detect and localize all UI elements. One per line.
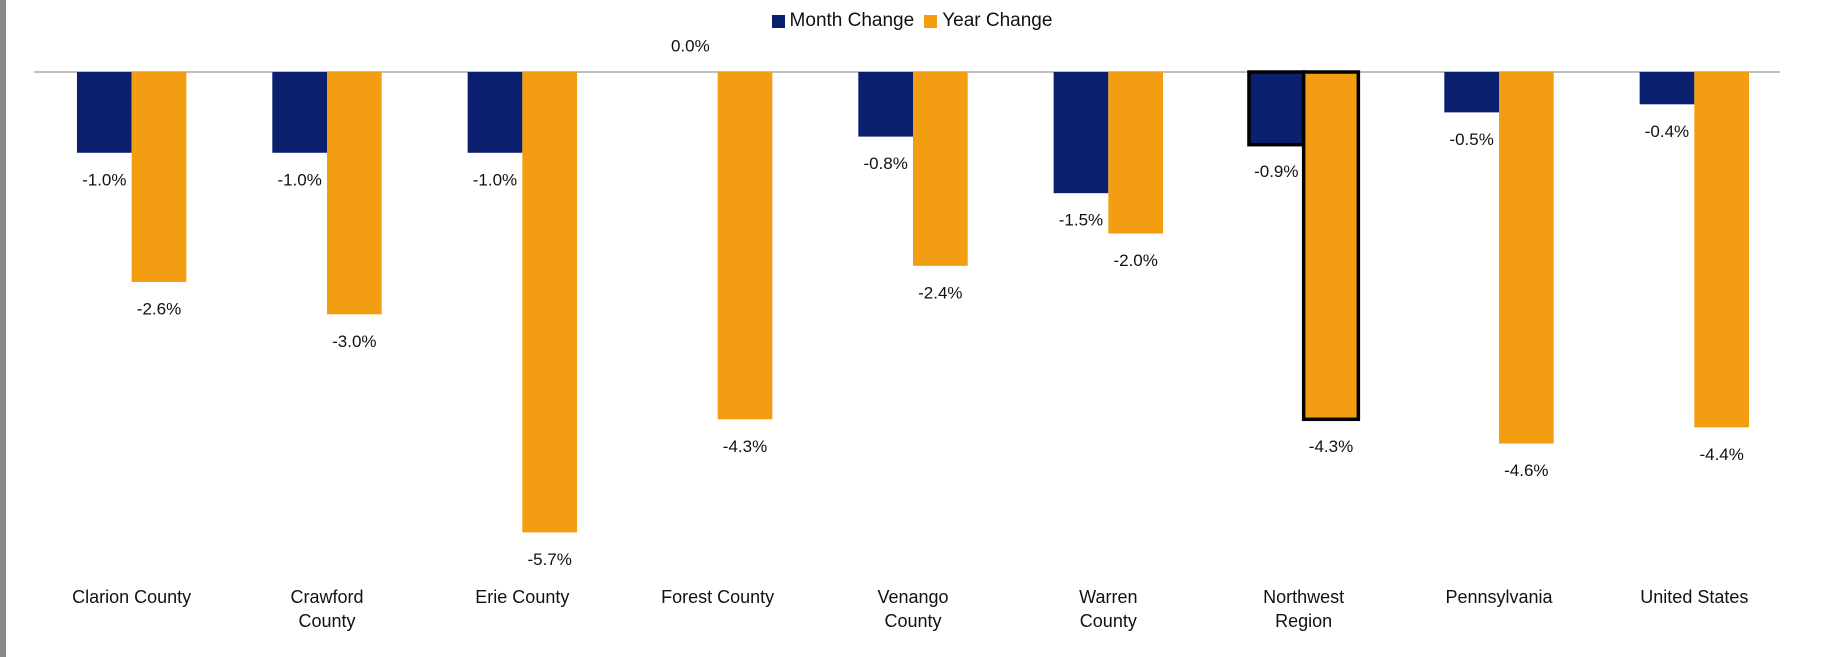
- data-label: -0.5%: [1449, 130, 1493, 149]
- data-label: -2.0%: [1113, 251, 1157, 270]
- x-tick-label: Venango County: [877, 587, 949, 631]
- data-label: -2.6%: [137, 299, 181, 318]
- bar: [467, 72, 523, 153]
- bar: [1247, 70, 1306, 147]
- bar: [717, 72, 773, 420]
- data-label: -1.5%: [1059, 211, 1103, 230]
- bar: [131, 72, 187, 282]
- legend-swatch: [771, 14, 785, 28]
- legend-item: Month Change: [771, 10, 915, 32]
- bar: [1444, 72, 1499, 113]
- legend-swatch: [924, 14, 938, 28]
- bar: [1694, 72, 1750, 428]
- data-label: -0.4%: [1645, 122, 1689, 141]
- data-label: -2.4%: [918, 283, 962, 302]
- bar: [858, 72, 913, 137]
- x-tick-label: Pennsylvania: [1445, 587, 1553, 607]
- legend-label: Year Change: [942, 10, 1053, 31]
- bar: [1301, 70, 1361, 422]
- data-label: -0.8%: [863, 154, 907, 173]
- bar: [76, 72, 132, 153]
- x-tick-label: Clarion County: [72, 587, 192, 607]
- frame-edge: [0, 0, 6, 657]
- data-label: -1.0%: [82, 170, 126, 189]
- bar: [1108, 72, 1164, 234]
- data-label: -4.3%: [723, 437, 767, 456]
- data-label: 0.0%: [671, 36, 710, 55]
- data-label: -4.4%: [1699, 445, 1743, 464]
- data-label: -1.0%: [277, 170, 321, 189]
- bar: [522, 72, 578, 533]
- data-label: -5.7%: [527, 550, 571, 569]
- x-tick-label: Erie County: [475, 587, 570, 607]
- x-tick-label: Warren County: [1079, 587, 1138, 631]
- bar: [327, 72, 382, 315]
- bar: [1639, 72, 1695, 105]
- data-label: -4.6%: [1504, 461, 1548, 480]
- x-tick-label: Northwest Region: [1263, 587, 1345, 631]
- data-label: -1.0%: [473, 170, 517, 189]
- data-label: -3.0%: [332, 332, 376, 351]
- legend-item: Year Change: [924, 10, 1052, 32]
- bar: [1053, 72, 1109, 194]
- bar: [272, 72, 327, 153]
- data-label: -4.3%: [1309, 437, 1353, 456]
- data-label: -0.9%: [1254, 162, 1298, 181]
- bar: [913, 72, 968, 266]
- legend: Month Change Year Change: [0, 10, 1824, 32]
- x-tick-label: Crawford County: [290, 587, 364, 631]
- x-tick-label: United States: [1640, 587, 1749, 607]
- bar: [1499, 72, 1554, 444]
- legend-label: Month Change: [789, 10, 915, 31]
- x-tick-label: Forest County: [661, 587, 775, 607]
